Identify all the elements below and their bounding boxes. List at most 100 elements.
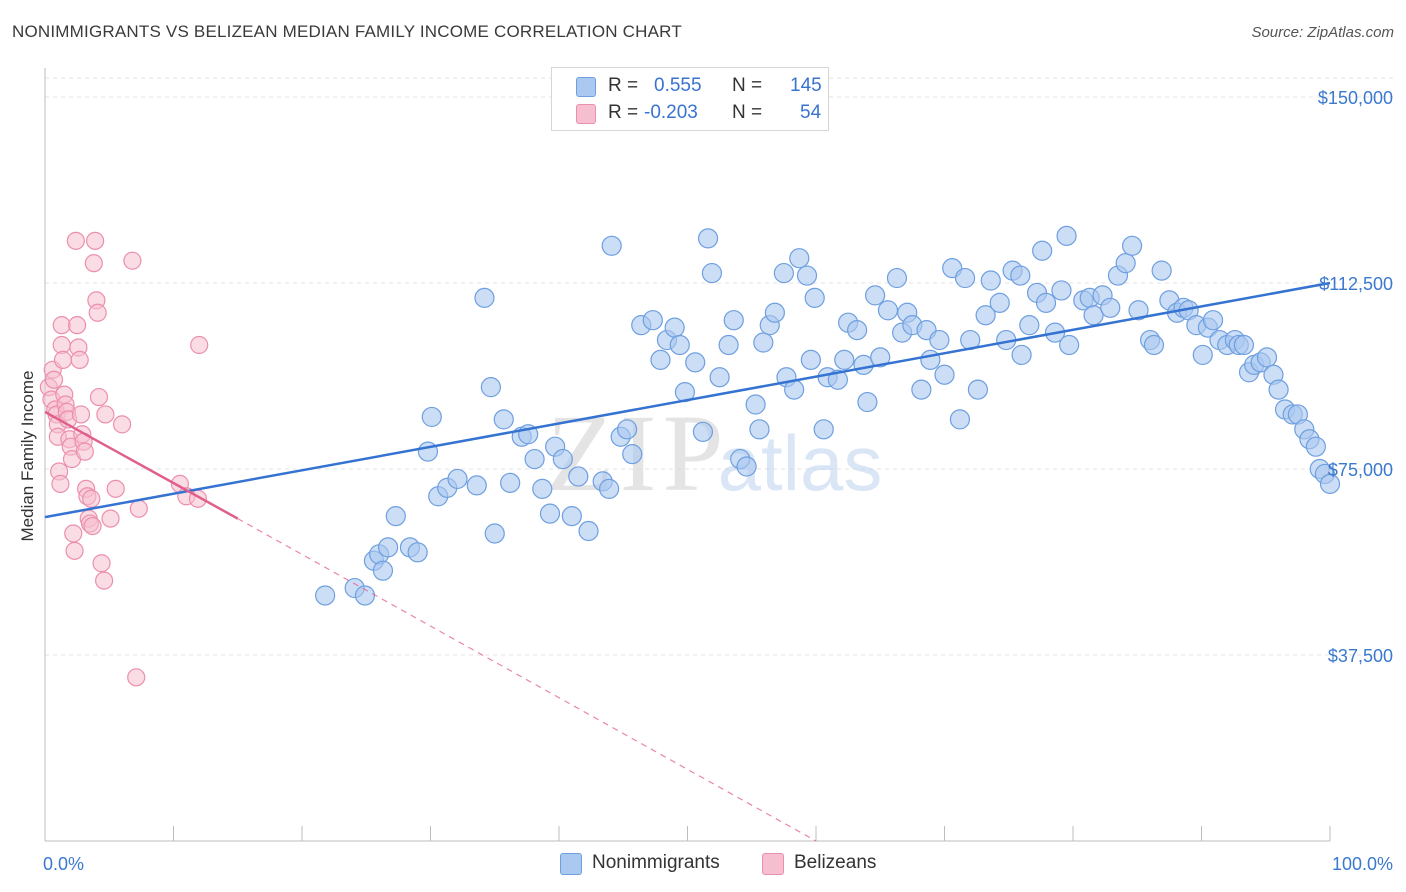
belizeans-trend-extension [237,518,817,842]
nonimmigrants-point [1128,300,1149,321]
nonimmigrants-point [753,332,774,353]
nonimmigrants-point [967,379,989,400]
grid-lines [45,77,1395,656]
nonimmigrants-point [1019,315,1040,336]
nonimmigrants-point [617,419,638,440]
legend-r-value: -0.203 [644,102,698,123]
nonimmigrants-point [723,310,744,331]
y-tick-labels: $37,500 $75,000 $112,500 $150,000 [1318,88,1393,666]
nonimmigrants-point [736,456,757,477]
nonimmigrants-point [954,267,976,289]
nonimmigrants-point [466,475,487,496]
nonimmigrants-point [886,267,908,289]
belizeans-point [129,499,148,518]
nonimmigrants-point [709,367,730,388]
nonimmigrants-point [500,472,521,493]
pink-swatch [762,853,784,875]
nonimmigrants-point [377,537,399,558]
nonimmigrants-point [877,300,899,321]
belizeans-point [68,316,87,335]
nonimmigrants-point [980,270,1001,291]
legend-n-value: 54 [800,102,822,123]
x-tick-labels: 0.0% 100.0% [43,854,1393,874]
nonimmigrants-point [865,285,886,306]
nonimmigrants-point [804,287,825,308]
legend-n-value: 145 [790,75,822,96]
nonimmigrants-point [1010,265,1031,286]
belizeans-point [84,254,103,273]
nonimmigrants-point [1122,235,1143,256]
nonimmigrants-point [975,305,996,326]
nonimmigrants-point [561,506,582,527]
nonimmigrants-point [447,468,468,490]
nonimmigrants-point [813,419,834,440]
belizeans-point [190,335,209,355]
belizeans-point [66,231,85,250]
nonimmigrants-point [669,334,690,356]
legend-label: Belizeans [794,852,877,873]
nonimmigrants-point [1233,334,1255,356]
nonimmigrants-point [773,262,794,284]
belizeans-point [127,668,146,687]
nonimmigrants-point [1202,310,1224,331]
belizeans-point [52,316,71,335]
legend-n-label: N = [732,75,763,96]
correlation-legend: R = 0.555 N = 145 R = -0.203 N = 54 [551,67,829,131]
belizeans-point [92,554,111,573]
belizeans-point [83,516,102,536]
nonimmigrants-point [1151,260,1172,281]
nonimmigrants-point [847,320,868,341]
nonimmigrants-point [385,506,406,527]
nonimmigrants-point [857,391,878,413]
nonimmigrants-point [789,248,810,269]
nonimmigrants-point [1319,473,1341,494]
nonimmigrants-point [870,347,891,368]
nonimmigrants-point [1268,379,1289,400]
y-axis-label: Median Family Income [18,370,37,541]
nonimmigrants-point [1035,292,1057,313]
nonimmigrants-point [552,448,573,470]
chart-title: NONIMMIGRANTS VS BELIZEAN MEDIAN FAMILY … [12,22,682,41]
belizeans-point [106,479,125,498]
nonimmigrants-point [718,334,739,356]
nonimmigrants-point [407,542,428,563]
belizeans-point [71,405,91,424]
nonimmigrants-point [834,349,855,370]
belizeans-point [53,350,73,369]
nonimmigrants-point [1143,334,1165,356]
belizeans-point [75,442,94,461]
nonimmigrants-point [920,349,941,370]
nonimmigrants-point [800,349,821,370]
belizeans-point [112,415,132,434]
source-label: Source: ZipAtlas.com [1251,24,1394,41]
watermark: ZIP atlas [547,392,883,514]
x-tick-label: 0.0% [43,854,84,874]
nonimmigrants-point [1100,297,1121,318]
belizeans-points [39,231,209,687]
legend-n-label: N = [732,102,763,123]
nonimmigrants-point [493,409,514,430]
x-tick-label: 100.0% [1332,854,1393,874]
nonimmigrants-point [949,409,971,430]
legend-r-label: R = [608,102,639,123]
nonimmigrants-point [599,478,620,499]
legend-r-label: R = [608,75,639,96]
nonimmigrants-point [929,329,950,351]
nonimmigrants-point [745,394,766,415]
nonimmigrants-point [354,585,376,606]
belizeans-point [86,231,105,250]
nonimmigrants-point [934,364,955,385]
trend-lines [44,281,1331,842]
nonimmigrants-point [1056,225,1077,246]
nonimmigrants-point [796,265,818,286]
belizeans-point [95,571,114,590]
belizeans-point [70,350,89,369]
nonimmigrants-point [480,377,501,398]
nonimmigrants-point [315,585,336,606]
nonimmigrants-point [524,448,545,470]
nonimmigrants-trend-line [44,281,1331,519]
belizeans-point [51,474,70,493]
nonimmigrants-point [568,466,589,487]
nonimmigrants-point [622,444,643,465]
